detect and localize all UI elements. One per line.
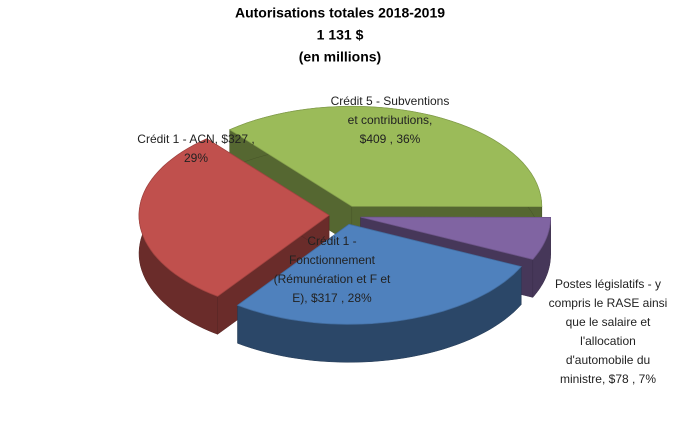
data-label: compris le RASE ainsi	[549, 296, 668, 310]
data-label: $409 , 36%	[360, 132, 421, 146]
chart-subtitle: (en millions)	[299, 49, 381, 65]
data-label: E), $317 , 28%	[292, 291, 372, 305]
data-label: 29%	[184, 151, 208, 165]
pie-tops	[138, 105, 551, 325]
data-label: Postes législatifs - y	[555, 277, 661, 291]
pie-slice	[138, 138, 330, 297]
pie-slice	[228, 105, 543, 208]
chart-subtitle: 1 131 $	[317, 27, 364, 43]
data-label: ministre, $78 , 7%	[560, 372, 656, 386]
data-label: Crédit 5 - Subventions	[331, 94, 450, 108]
data-label: d'automobile du	[566, 353, 650, 367]
pie-slice	[236, 223, 522, 325]
data-labels: Crédit 5 - Subventions et contributions, $…	[137, 94, 667, 386]
data-label: que le salaire et	[566, 315, 651, 329]
data-label: et contributions,	[348, 113, 433, 127]
data-label: Crédit 1 - ACN, $327 ,	[137, 132, 254, 146]
data-label: Fonctionnement	[289, 253, 376, 267]
pie-slice	[360, 216, 551, 260]
chart-title: Autorisations totales 2018-2019	[235, 5, 445, 21]
data-label: (Rémunération et F et	[274, 272, 391, 286]
data-label: Crédit 1 -	[307, 234, 356, 248]
data-label: l'allocation	[580, 334, 636, 348]
